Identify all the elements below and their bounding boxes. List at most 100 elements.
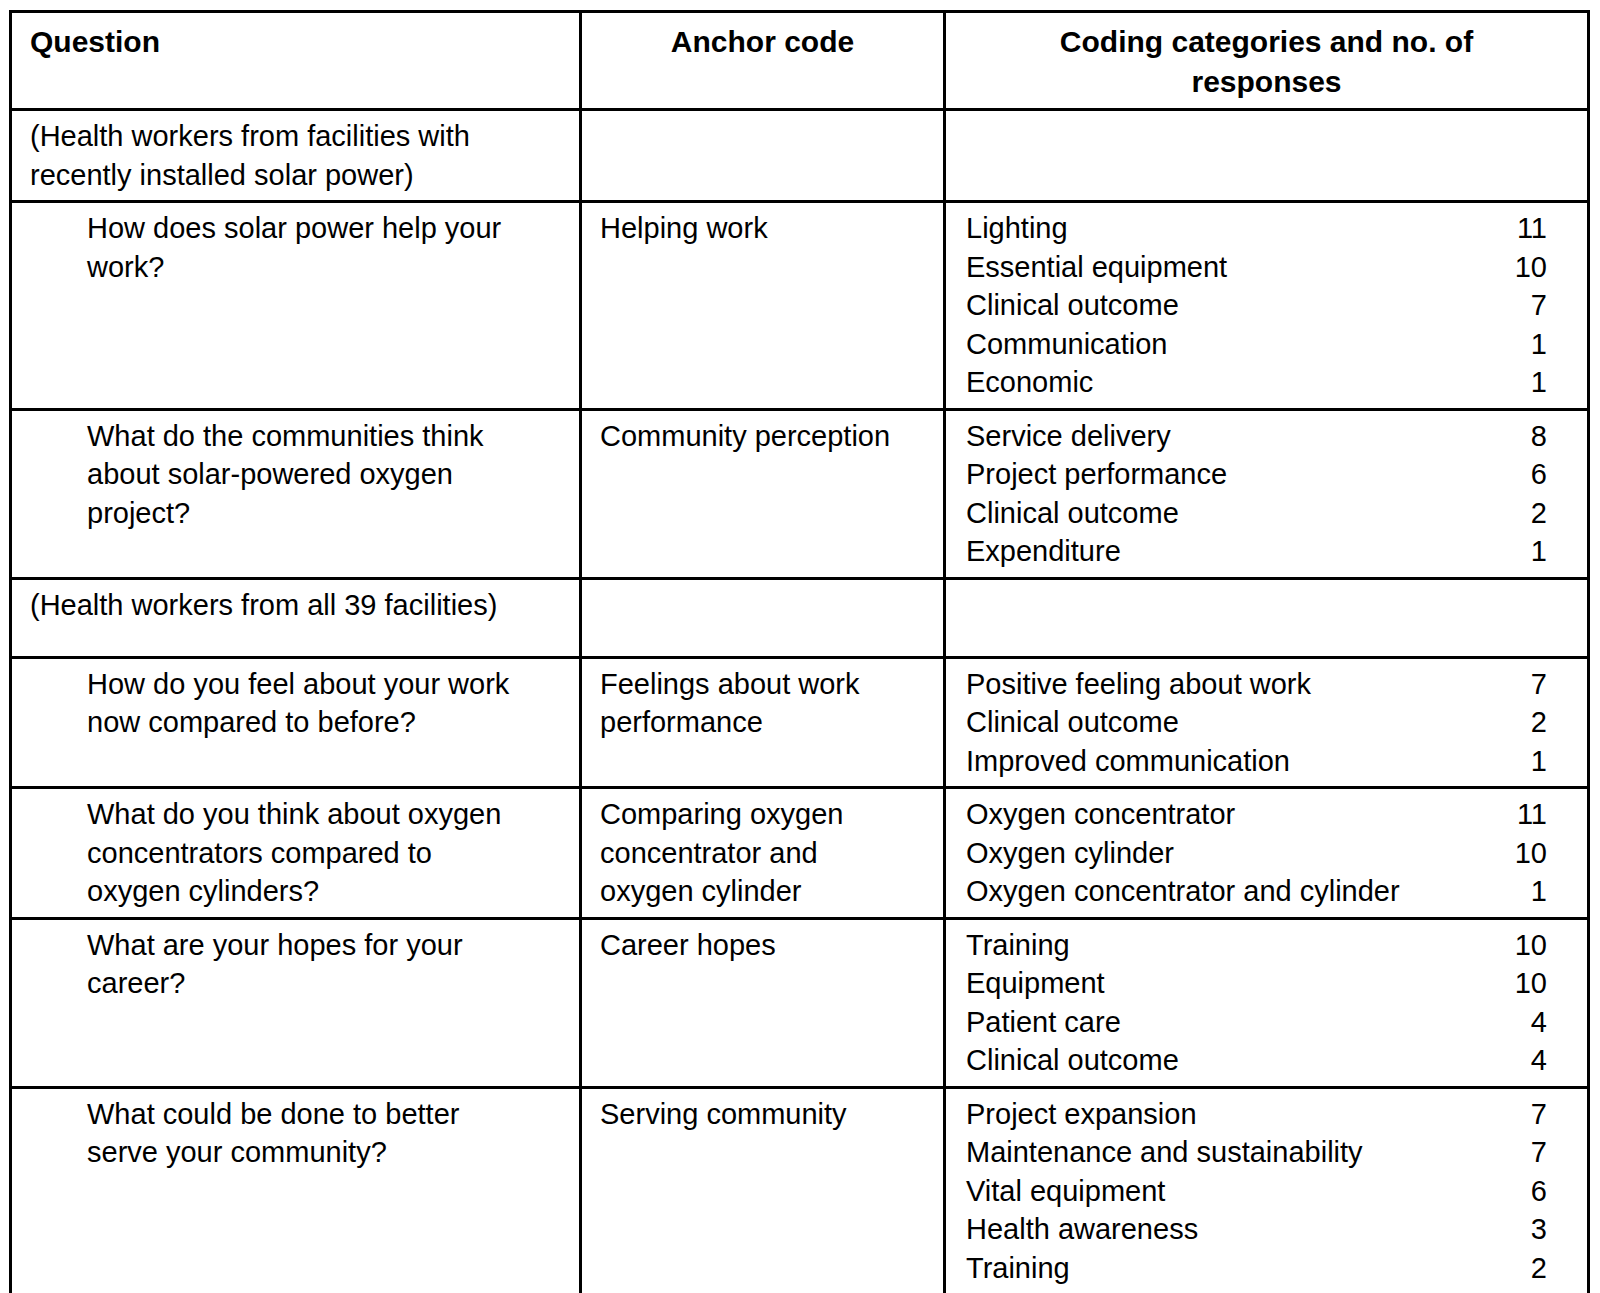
category-count: 4 (1519, 1003, 1547, 1042)
category-row: Oxygen cylinder10 (966, 834, 1547, 873)
category-row: Clinical outcome2 (966, 494, 1547, 533)
category-count: 2 (1519, 703, 1547, 742)
category-count: 10 (1503, 834, 1547, 873)
category-name: Improved communication (966, 742, 1290, 781)
category-name: Project expansion (966, 1095, 1197, 1134)
question-row: How does solar power help your work? Help… (11, 202, 1589, 410)
category-name: Training (966, 926, 1070, 965)
category-count: 1 (1519, 1287, 1547, 1293)
question-row: What do the communities think about sola… (11, 409, 1589, 578)
category-row: Clinical outcome 4 (966, 1041, 1547, 1080)
category-count: 10 (1503, 926, 1547, 965)
question-text: How do you feel about your work now comp… (30, 665, 521, 742)
category-name: Oxygen concentrator (966, 795, 1235, 834)
column-header-anchor-code: Anchor code (581, 12, 945, 110)
question-text: What do you think about oxygen concentra… (30, 795, 521, 911)
category-row: Equipment 10 (966, 964, 1547, 1003)
question-cell: What do you think about oxygen concentra… (11, 788, 581, 919)
categories-cell: Training10Equipment10Patient care4Clinic… (945, 918, 1589, 1087)
column-header-coding-categories-text: Coding categories and no. of responses (1022, 22, 1512, 102)
question-text: How does solar power help your work? (30, 209, 521, 286)
category-row: Positive feeling about work 7 (966, 665, 1547, 704)
anchor-code-cell: Career hopes (581, 918, 945, 1087)
anchor-code-text: Career hopes (600, 926, 895, 965)
question-row: What do you think about oxygen concentra… (11, 788, 1589, 919)
category-row: Clinical outcome 2 (966, 703, 1547, 742)
anchor-code-text: Feelings about work performance (600, 665, 895, 742)
category-name: Positive feeling about work (966, 665, 1311, 704)
category-count: 11 (1505, 795, 1547, 834)
category-name: Service delivery (966, 417, 1171, 456)
category-count: 1 (1519, 742, 1547, 781)
category-name: Health awareness (966, 1210, 1198, 1249)
column-header-coding-categories: Coding categories and no. of responses (945, 12, 1589, 110)
paper-table-page: Question Anchor code Coding categories a… (0, 0, 1598, 1293)
category-row: Training 10 (966, 926, 1547, 965)
category-name: Communication (966, 325, 1167, 364)
category-row: Communication1 (966, 1287, 1547, 1293)
anchor-code-cell: Serving community (581, 1087, 945, 1293)
categories-cell: Lighting11Essential equipment10Clinical … (945, 202, 1589, 410)
anchor-code-text: Comparing oxygen concentrator and oxygen… (600, 795, 895, 911)
category-row: Oxygen concentrator 11 (966, 795, 1547, 834)
question-row: What could be done to better serve your … (11, 1087, 1589, 1293)
question-row: How do you feel about your work now comp… (11, 657, 1589, 788)
category-count: 7 (1519, 1133, 1547, 1172)
anchor-code-text: Serving community (600, 1095, 895, 1134)
table-header-row: Question Anchor code Coding categories a… (11, 12, 1589, 110)
category-count: 7 (1519, 665, 1547, 704)
category-name: Clinical outcome (966, 703, 1179, 742)
anchor-code-cell (581, 110, 945, 202)
question-text: What are your hopes for your career? (30, 926, 521, 1003)
category-row: Expenditure 1 (966, 532, 1547, 571)
category-count: 6 (1519, 455, 1547, 494)
category-count: 7 (1519, 1095, 1547, 1134)
category-row: Lighting11 (966, 209, 1547, 248)
category-count: 10 (1503, 964, 1547, 1003)
category-count: 1 (1519, 325, 1547, 364)
category-name: Clinical outcome (966, 1041, 1179, 1080)
anchor-code-cell: Community perception (581, 409, 945, 578)
categories-cell: Service delivery8Project performance6Cli… (945, 409, 1589, 578)
question-cell: How do you feel about your work now comp… (11, 657, 581, 788)
anchor-code-text: Community perception (600, 417, 895, 456)
category-name: Vital equipment (966, 1172, 1165, 1211)
category-count: 1 (1519, 872, 1547, 911)
category-count: 1 (1519, 532, 1547, 571)
category-name: Clinical outcome (966, 286, 1179, 325)
category-count: 6 (1519, 1172, 1547, 1211)
categories-cell (945, 110, 1589, 202)
category-name: Training (966, 1249, 1070, 1288)
group-label-cell: (Health workers from all 39 facilities) (11, 578, 581, 657)
category-row: Essential equipment10 (966, 248, 1547, 287)
category-name: Equipment (966, 964, 1105, 1003)
category-row: Economic1 (966, 363, 1547, 402)
group-header-row: (Health workers from all 39 facilities) (11, 578, 1589, 657)
question-text: What could be done to better serve your … (30, 1095, 521, 1172)
category-row: Service delivery8 (966, 417, 1547, 456)
anchor-code-cell: Helping work (581, 202, 945, 410)
question-cell: What do the communities think about sola… (11, 409, 581, 578)
category-name: Patient care (966, 1003, 1121, 1042)
category-row: Improved communication 1 (966, 742, 1547, 781)
category-row: Training 2 (966, 1249, 1547, 1288)
category-count: 1 (1519, 363, 1547, 402)
coding-categories-table: Question Anchor code Coding categories a… (9, 10, 1590, 1293)
category-row: Patient care 4 (966, 1003, 1547, 1042)
category-count: 2 (1519, 1249, 1547, 1288)
categories-cell (945, 578, 1589, 657)
category-row: Oxygen concentrator and cylinder1 (966, 872, 1547, 911)
anchor-code-cell (581, 578, 945, 657)
category-name: Lighting (966, 209, 1068, 248)
category-name: Expenditure (966, 532, 1121, 571)
category-count: 4 (1519, 1041, 1547, 1080)
anchor-code-cell: Feelings about work performance (581, 657, 945, 788)
group-label: (Health workers from facilities with rec… (30, 117, 521, 194)
anchor-code-text: Helping work (600, 209, 895, 248)
category-row: Communication 1 (966, 325, 1547, 364)
category-row: Clinical outcome7 (966, 286, 1547, 325)
question-cell: What could be done to better serve your … (11, 1087, 581, 1293)
categories-cell: Positive feeling about work7Clinical out… (945, 657, 1589, 788)
category-count: 3 (1519, 1210, 1547, 1249)
category-row: Vital equipment 6 (966, 1172, 1547, 1211)
